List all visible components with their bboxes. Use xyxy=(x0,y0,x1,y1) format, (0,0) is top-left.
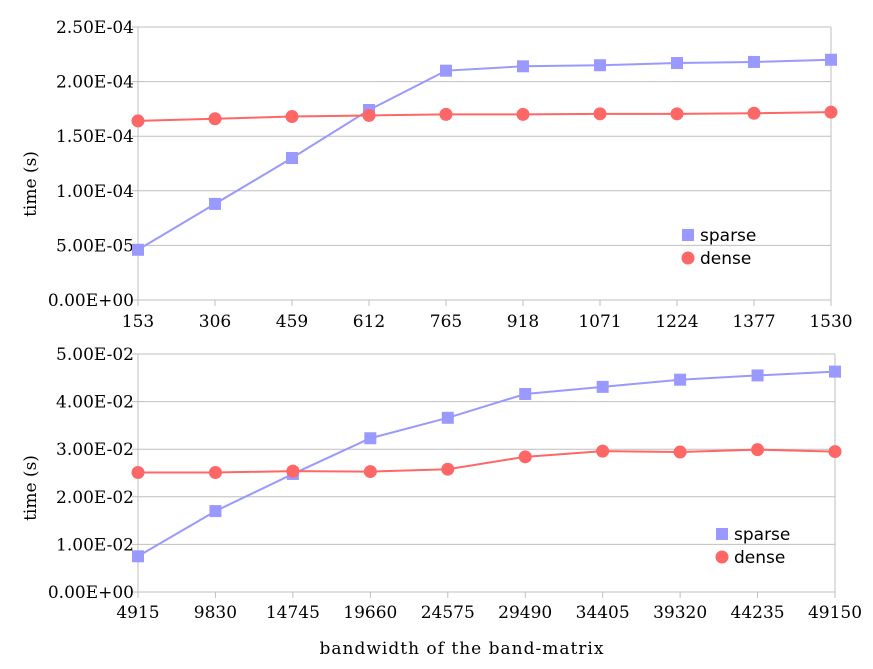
data-point-dense xyxy=(516,107,530,121)
x-tick-label: 1377 xyxy=(732,312,775,332)
data-point-sparse xyxy=(209,505,222,518)
y-tick-label: 1.50E-04 xyxy=(56,127,134,147)
data-point-sparse xyxy=(829,365,841,378)
y-tick-label: 0.00E+00 xyxy=(48,291,134,311)
legend-marker-dense xyxy=(715,550,729,564)
data-point-dense xyxy=(596,444,610,458)
legend-marker-sparse xyxy=(682,229,694,241)
data-point-dense xyxy=(208,466,222,480)
x-tick-label: 1224 xyxy=(655,312,698,332)
x-tick-label: 29490 xyxy=(498,603,552,623)
x-tick-label: 918 xyxy=(507,312,539,332)
data-point-dense xyxy=(824,105,838,119)
legend-label-sparse: sparse xyxy=(734,525,790,545)
x-tick-label: 4915 xyxy=(116,603,159,623)
y-axis-label: time (s) xyxy=(21,455,41,521)
x-tick-label: 1071 xyxy=(578,312,621,332)
y-tick-label: 2.00E-04 xyxy=(56,73,134,93)
data-point-dense xyxy=(439,107,453,121)
x-tick-label: 612 xyxy=(353,312,385,332)
data-point-sparse xyxy=(517,60,529,73)
data-point-dense xyxy=(131,466,145,480)
x-tick-label: 9830 xyxy=(194,603,237,623)
x-tick-label: 765 xyxy=(430,312,462,332)
x-tick-label: 459 xyxy=(276,312,308,332)
data-point-dense xyxy=(441,462,455,476)
data-point-dense xyxy=(131,114,145,128)
y-tick-label: 1.00E-04 xyxy=(56,182,134,202)
data-point-dense xyxy=(362,108,376,122)
x-tick-label: 44235 xyxy=(731,603,785,623)
data-point-dense xyxy=(673,445,687,459)
x-tick-label: 34405 xyxy=(576,603,630,623)
data-point-dense xyxy=(208,112,222,126)
data-point-sparse xyxy=(748,55,760,68)
x-tick-label: 39320 xyxy=(653,603,707,623)
data-point-sparse xyxy=(209,197,221,210)
chart-panel-bandwidth-small: 0.00E+00 5.00E-05 1.00E-04 1.50E-04 2.00E-04… xyxy=(21,18,853,332)
x-tick-label: 49150 xyxy=(808,603,862,623)
data-point-dense xyxy=(286,464,300,478)
data-point-sparse xyxy=(519,387,532,400)
x-tick-label: 306 xyxy=(199,312,231,332)
data-point-dense xyxy=(518,450,532,464)
data-point-sparse xyxy=(671,57,683,70)
y-tick-label: 5.00E-05 xyxy=(56,236,134,256)
y-tick-label: 2.50E-04 xyxy=(56,18,134,38)
series-line-dense xyxy=(137,111,832,122)
data-point-sparse xyxy=(596,380,609,393)
data-point-dense xyxy=(751,443,765,457)
y-axis-label: time (s) xyxy=(21,151,41,217)
y-tick-label: 2.00E-02 xyxy=(56,488,134,508)
series-line-sparse xyxy=(137,58,832,251)
chart-panel-bandwidth-large: 0.00E+00 1.00E-02 2.00E-02 3.00E-02 4.00E-02… xyxy=(21,345,862,623)
y-tick-label: 0.00E+00 xyxy=(48,583,134,603)
data-point-sparse xyxy=(751,369,764,382)
data-point-dense xyxy=(285,110,299,124)
data-point-dense xyxy=(363,465,377,479)
data-point-dense xyxy=(747,106,761,120)
data-point-sparse xyxy=(286,152,298,165)
data-point-dense xyxy=(670,107,684,121)
data-point-sparse xyxy=(364,432,377,445)
data-point-sparse xyxy=(594,59,606,72)
data-point-sparse xyxy=(441,411,454,424)
data-point-sparse xyxy=(132,243,144,256)
y-tick-label: 4.00E-02 xyxy=(56,393,134,413)
x-tick-label: 14745 xyxy=(266,603,320,623)
data-point-sparse xyxy=(674,373,687,386)
series-line-sparse xyxy=(137,370,836,558)
data-point-sparse xyxy=(440,64,452,77)
data-point-sparse xyxy=(825,53,837,66)
y-tick-label: 1.00E-02 xyxy=(56,535,134,555)
series-line-dense xyxy=(138,448,836,474)
data-point-sparse xyxy=(132,550,144,563)
x-axis-label: bandwidth of the band-matrix xyxy=(320,639,605,659)
legend-label-dense: dense xyxy=(700,249,751,269)
data-point-dense xyxy=(828,445,842,459)
legend-marker-sparse xyxy=(716,528,728,540)
legend-marker-dense xyxy=(681,251,695,265)
x-tick-label: 19660 xyxy=(343,603,397,623)
y-tick-label: 5.00E-02 xyxy=(56,345,134,365)
x-tick-label: 1530 xyxy=(809,312,852,332)
x-tick-label: 24575 xyxy=(421,603,475,623)
x-tick-label: 153 xyxy=(122,312,154,332)
data-point-dense xyxy=(593,107,607,121)
legend-label-sparse: sparse xyxy=(700,226,756,246)
legend-label-dense: dense xyxy=(734,548,785,568)
y-tick-label: 3.00E-02 xyxy=(56,440,134,460)
